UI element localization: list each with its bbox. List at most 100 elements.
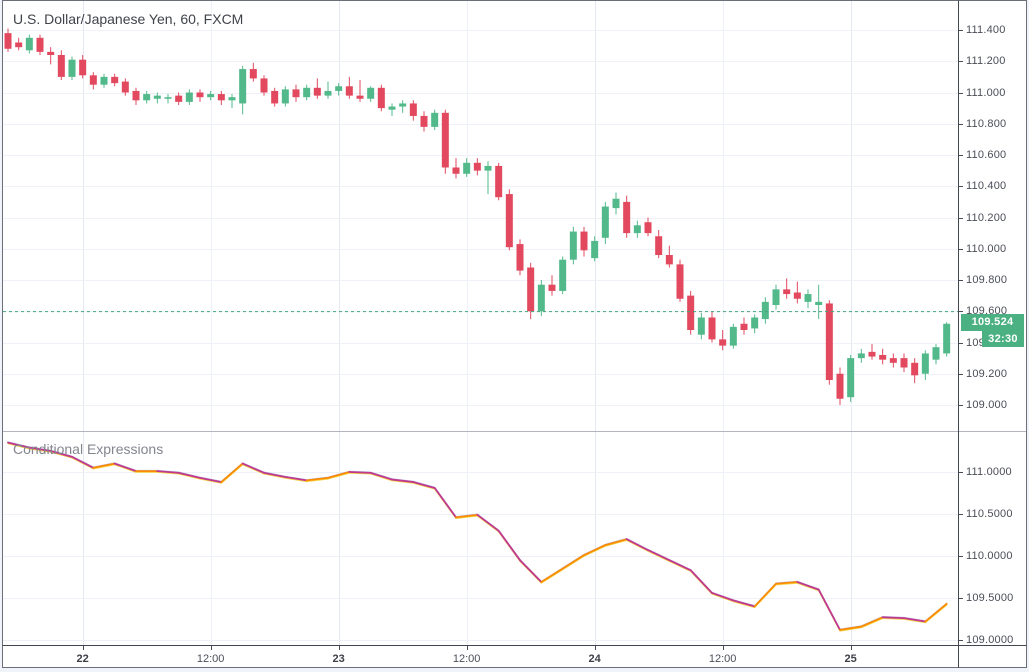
candle (783, 278, 791, 299)
candle (591, 236, 599, 262)
candle (505, 189, 513, 251)
candle (399, 100, 407, 113)
candle (420, 111, 428, 132)
candle (79, 55, 87, 79)
candle (644, 217, 652, 237)
price-tick-label: 110.000 (966, 242, 1007, 255)
candle (889, 353, 897, 368)
price-tick-label: 110.200 (966, 211, 1007, 224)
candle (665, 245, 673, 268)
candle (143, 90, 151, 104)
candle (271, 87, 279, 107)
horizontal-gridlines (3, 30, 958, 641)
price-tick-label: 111.200 (966, 55, 1006, 68)
candle (356, 80, 364, 102)
candle (388, 103, 396, 116)
candle (569, 226, 577, 265)
candle (527, 262, 535, 320)
time-tick-label: 25 (844, 653, 857, 665)
candle (548, 275, 556, 296)
candle (121, 78, 129, 96)
candle (879, 348, 887, 365)
candle (900, 353, 908, 373)
candle (377, 84, 385, 112)
candle (89, 72, 97, 90)
candle (537, 280, 545, 316)
candle (473, 158, 481, 176)
time-tick-label: 23 (332, 653, 345, 665)
candle (25, 34, 33, 54)
candle (868, 344, 876, 360)
indicator-tick-label: 110.5000 (966, 508, 1013, 520)
candle (740, 317, 748, 335)
candle (719, 330, 727, 351)
candle (4, 28, 12, 52)
candle (452, 158, 460, 179)
candle (313, 78, 321, 99)
candle (431, 109, 439, 130)
time-tick-label: 22 (76, 653, 89, 665)
time-axis[interactable] (3, 646, 1026, 667)
candle (57, 50, 65, 80)
candle (655, 230, 663, 259)
indicator-tick-label: 109.0000 (966, 634, 1014, 646)
candle (601, 201, 609, 245)
candle (516, 239, 524, 276)
candle (335, 83, 343, 96)
candle (217, 90, 225, 105)
candle (772, 284, 780, 310)
candle (292, 84, 300, 102)
candle (281, 86, 289, 107)
candle (921, 350, 929, 380)
candle (196, 89, 204, 102)
time-tick-label: 12:00 (452, 653, 481, 665)
candle (68, 56, 76, 80)
symbol-title: U.S. Dollar/Japanese Yen, 60, FXCM (13, 11, 244, 27)
candle (495, 162, 503, 201)
time-tick-label: 24 (588, 653, 601, 665)
axis-ticks (83, 30, 963, 650)
candle (36, 34, 44, 55)
candle (164, 94, 172, 104)
candle (484, 161, 492, 195)
candle (633, 220, 641, 238)
time-tick-label: 12:00 (708, 653, 737, 665)
candle (612, 192, 620, 215)
candle (559, 256, 567, 295)
candle (708, 311, 716, 343)
candle (239, 65, 247, 115)
candle (793, 281, 801, 304)
candle (761, 297, 769, 324)
candle (100, 73, 108, 88)
candlestick-pane (4, 28, 951, 405)
candle (249, 62, 257, 82)
candle (324, 81, 332, 99)
candle (836, 367, 844, 405)
candle (687, 290, 695, 335)
candle (943, 322, 951, 357)
candle (47, 47, 55, 65)
price-tick-label: 110.400 (966, 180, 1007, 193)
candle (463, 158, 471, 177)
candle (345, 76, 353, 99)
price-tick-label: 110.600 (966, 149, 1007, 161)
price-tick-label: 109.800 (966, 274, 1008, 286)
candle (185, 89, 193, 105)
price-tick-label: 110.800 (966, 117, 1007, 130)
candle (303, 84, 311, 101)
candle (857, 348, 865, 363)
indicator-tick-label: 109.5000 (966, 592, 1014, 604)
candle (932, 344, 940, 365)
indicator-tick-label: 110.0000 (966, 550, 1013, 562)
candle (260, 75, 268, 96)
candle (825, 300, 833, 385)
candle (441, 109, 449, 174)
candle (15, 37, 23, 51)
candle (228, 94, 236, 109)
price-tick-label: 109.200 (966, 367, 1008, 380)
vertical-gridlines (83, 1, 852, 645)
